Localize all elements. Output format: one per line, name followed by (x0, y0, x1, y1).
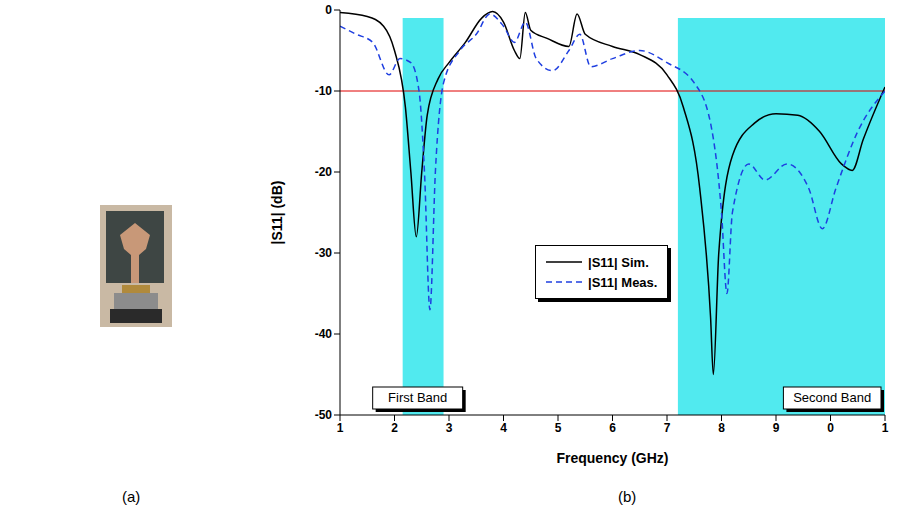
svg-text:6: 6 (609, 421, 616, 435)
html-text:|S11| Meas.: |S11| Meas. (588, 274, 658, 290)
svg-text:9: 9 (773, 421, 780, 435)
svg-text:First Band: First Band (388, 390, 447, 405)
svg-text:-20: -20 (315, 165, 333, 179)
svg-text:|S11| (dB): |S11| (dB) (269, 181, 285, 245)
svg-text:2: 2 (391, 421, 398, 435)
svg-text:8: 8 (718, 421, 725, 435)
svg-text:0: 0 (827, 421, 834, 435)
svg-text:Frequency (GHz): Frequency (GHz) (556, 450, 668, 466)
svg-text:-10: -10 (315, 84, 333, 98)
svg-text:-40: -40 (315, 327, 333, 341)
html-text:(b): (b) (618, 488, 637, 505)
svg-text:-30: -30 (315, 246, 333, 260)
svg-text:-50: -50 (315, 408, 333, 422)
html-text:|S11| Sim.: |S11| Sim. (588, 254, 649, 270)
svg-text:1: 1 (882, 421, 889, 435)
svg-text:3: 3 (446, 421, 453, 435)
svg-text:Second Band: Second Band (793, 390, 871, 405)
svg-text:4: 4 (500, 421, 507, 435)
svg-text:5: 5 (555, 421, 562, 435)
svg-text:1: 1 (337, 421, 344, 435)
svg-text:7: 7 (664, 421, 671, 435)
svg-text:0: 0 (325, 3, 332, 17)
html-text:(a): (a) (122, 488, 141, 505)
